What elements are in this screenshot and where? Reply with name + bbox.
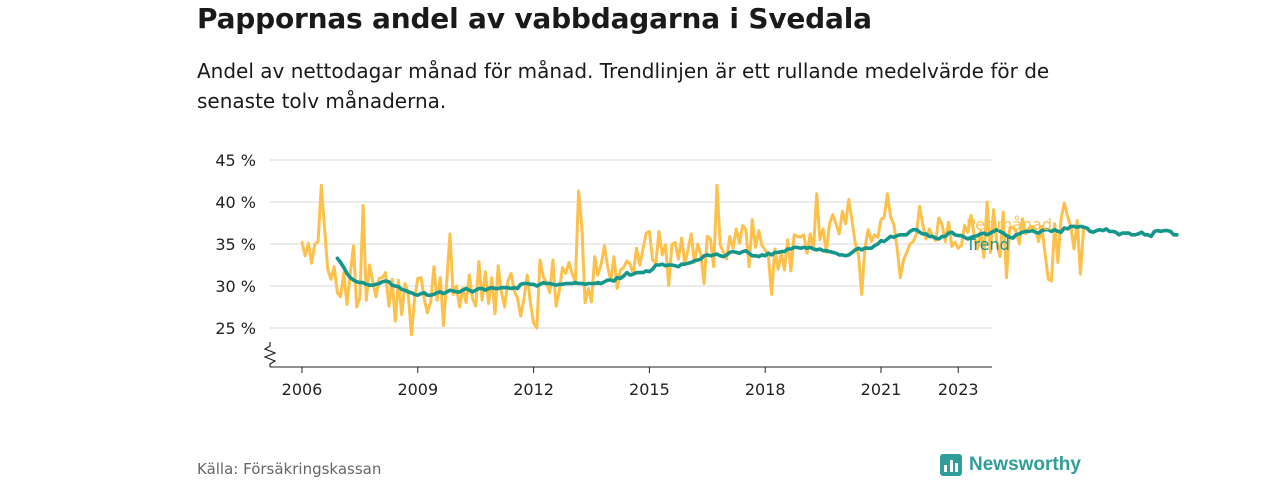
- brand-logo: Newsworthy: [940, 452, 1081, 478]
- axis-break-icon: [263, 342, 277, 367]
- x-tick-label: 2006: [282, 380, 323, 399]
- x-tick-label: 2015: [629, 380, 670, 399]
- chart-title: Pappornas andel av vabbdagarna i Svedala: [197, 2, 872, 35]
- chart-subtitle: Andel av nettodagar månad för månad. Tre…: [197, 59, 1050, 113]
- y-tick-label: 35 %: [215, 235, 256, 254]
- series-lines: [300, 183, 1179, 337]
- y-tick-labels: 25 % 30 % 35 % 40 % 45 %: [215, 151, 256, 338]
- y-tick-label: 45 %: [215, 151, 256, 170]
- x-axis: 2006 2009 2012 2015 2018 2021 2023: [263, 342, 992, 399]
- y-tick-label: 40 %: [215, 193, 256, 212]
- series-label: Trend: [965, 235, 1010, 254]
- series-line-monthly: [300, 183, 1086, 337]
- y-tick-label: 30 %: [215, 277, 256, 296]
- y-gridlines: [270, 159, 992, 329]
- x-tick-label: 2009: [397, 380, 438, 399]
- source-note: Källa: Försäkringskassan: [197, 460, 382, 478]
- line-chart: 25 % 30 % 35 % 40 % 45 % 2006 2009 2012 2015 201…: [215, 151, 1179, 399]
- series-line-trend: [335, 224, 1179, 297]
- brand-name: Newsworthy: [969, 454, 1081, 475]
- bar-chart-icon: [940, 454, 962, 476]
- y-tick-label: 25 %: [215, 319, 256, 338]
- x-tick-label: 2023: [938, 380, 979, 399]
- series-label: Per månad: [966, 215, 1052, 234]
- x-tick-label: 2012: [513, 380, 554, 399]
- x-tick-label: 2021: [861, 380, 902, 399]
- x-tick-label: 2018: [745, 380, 786, 399]
